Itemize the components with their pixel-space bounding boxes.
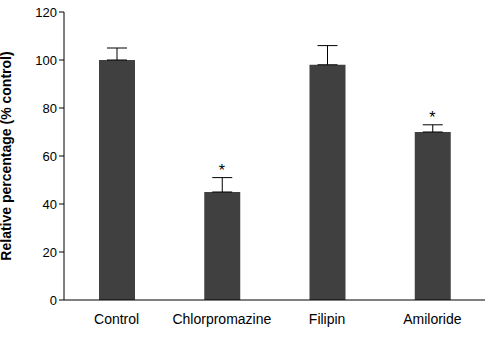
svg-text:60: 60 bbox=[43, 149, 57, 164]
svg-text:*: * bbox=[219, 162, 225, 179]
svg-text:100: 100 bbox=[35, 53, 57, 68]
svg-text:120: 120 bbox=[35, 5, 57, 20]
svg-text:Filipin: Filipin bbox=[309, 311, 346, 327]
svg-text:20: 20 bbox=[43, 245, 57, 260]
svg-text:Relative percentage (% control: Relative percentage (% control) bbox=[8, 51, 14, 260]
svg-text:0: 0 bbox=[50, 293, 57, 308]
svg-text:Amiloride: Amiloride bbox=[403, 311, 462, 327]
svg-text:*: * bbox=[429, 109, 435, 126]
svg-text:80: 80 bbox=[43, 101, 57, 116]
svg-text:40: 40 bbox=[43, 197, 57, 212]
svg-text:Control: Control bbox=[94, 311, 139, 327]
svg-text:Chlorpromazine: Chlorpromazine bbox=[172, 311, 271, 327]
